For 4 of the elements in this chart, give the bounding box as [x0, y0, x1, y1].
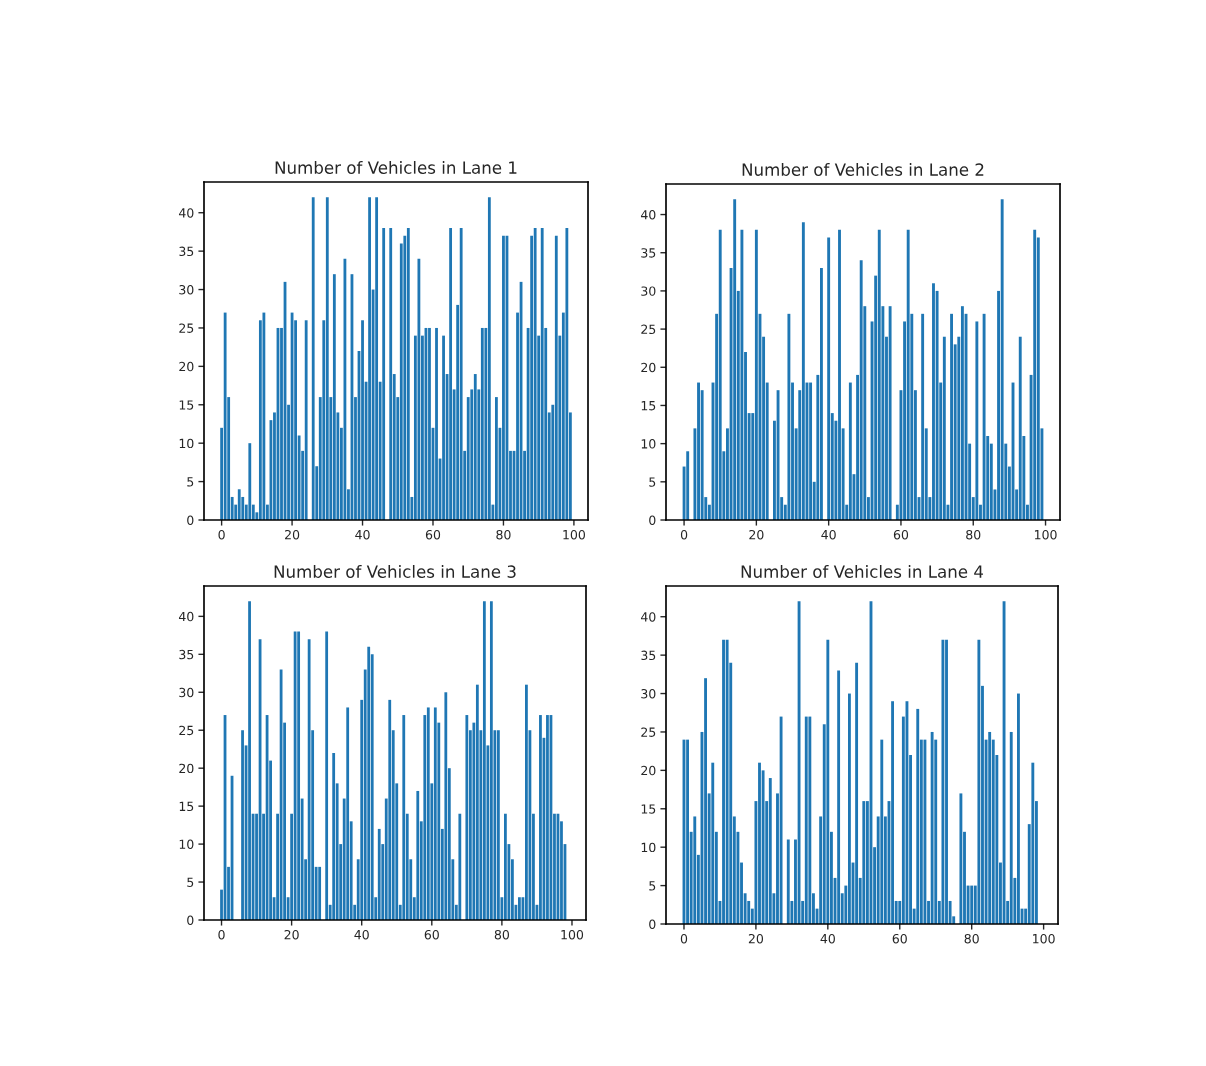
chart-title: Number of Vehicles in Lane 2 [742, 163, 984, 176]
chart-title: Number of Vehicles in Lane 4 [741, 565, 984, 578]
chart-title: Number of Vehicles in Lane 1 [275, 161, 517, 174]
chart-title: Number of Vehicles in Lane 3 [274, 565, 516, 578]
